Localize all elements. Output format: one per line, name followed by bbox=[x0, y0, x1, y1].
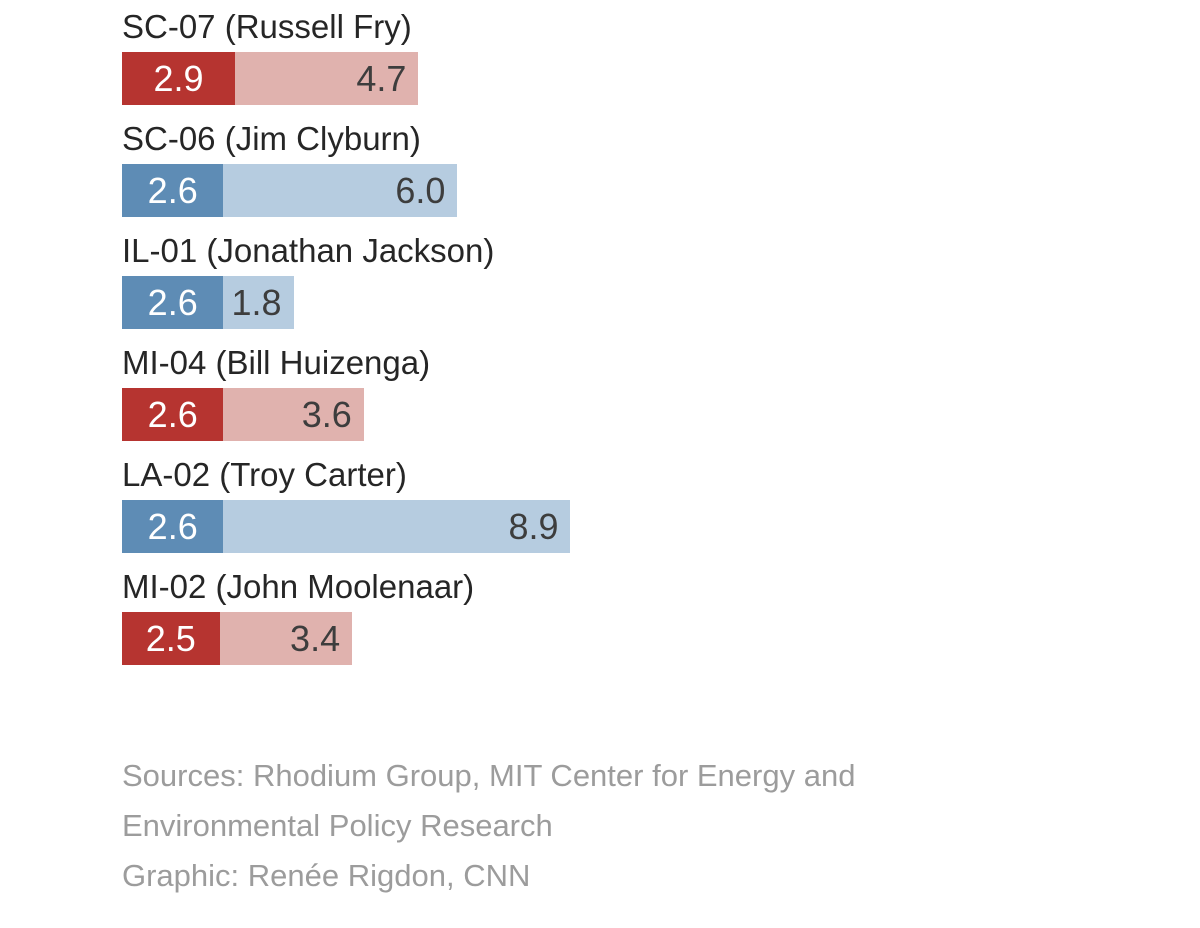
bar-segment-dark: 2.6 bbox=[122, 500, 224, 553]
bar-value-light: 3.6 bbox=[301, 393, 352, 435]
district-label: IL-01 (Jonathan Jackson) bbox=[122, 232, 495, 269]
bar-value-dark: 2.6 bbox=[147, 281, 198, 323]
chart-row: LA-02 (Troy Carter) 2.6 8.9 bbox=[122, 456, 855, 553]
bar-value-light: 3.4 bbox=[290, 617, 341, 659]
chart-rows: SC-07 (Russell Fry) 2.9 4.7 SC-06 (Jim Clyb… bbox=[122, 8, 855, 665]
chart-row: SC-07 (Russell Fry) 2.9 4.7 bbox=[122, 8, 855, 105]
stacked-bar: 2.6 3.6 bbox=[122, 388, 855, 441]
stacked-bar: 2.6 1.8 bbox=[122, 276, 855, 329]
bar-segment-dark: 2.6 bbox=[122, 276, 224, 329]
bar-value-dark: 2.5 bbox=[145, 617, 196, 659]
stacked-bar: 2.9 4.7 bbox=[122, 52, 855, 105]
chart-row: IL-01 (Jonathan Jackson) 2.6 1.8 bbox=[122, 232, 855, 329]
bar-segment-light: 3.4 bbox=[219, 612, 353, 665]
bar-value-dark: 2.6 bbox=[147, 169, 198, 211]
chart-row: SC-06 (Jim Clyburn) 2.6 6.0 bbox=[122, 120, 855, 217]
bar-segment-light: 4.7 bbox=[235, 52, 419, 105]
stacked-bar: 2.5 3.4 bbox=[122, 612, 855, 665]
district-label: MI-02 (John Moolenaar) bbox=[122, 568, 475, 605]
bar-segment-light: 8.9 bbox=[223, 500, 571, 553]
district-label: SC-06 (Jim Clyburn) bbox=[122, 120, 421, 157]
bar-segment-light: 1.8 bbox=[223, 276, 294, 329]
sources-line-2: Environmental Policy Research bbox=[122, 808, 553, 843]
district-label: SC-07 (Russell Fry) bbox=[122, 8, 412, 45]
bar-segment-light: 6.0 bbox=[223, 164, 458, 217]
bar-value-light: 1.8 bbox=[231, 281, 282, 323]
chart-row: MI-02 (John Moolenaar) 2.5 3.4 bbox=[122, 568, 855, 665]
bar-segment-dark: 2.6 bbox=[122, 164, 224, 217]
credit-text: Graphic: Renée Rigdon, CNN bbox=[122, 858, 531, 893]
stacked-bar: 2.6 8.9 bbox=[122, 500, 855, 553]
bar-value-light: 8.9 bbox=[508, 505, 559, 547]
chart-footer: Sources: Rhodium Group, MIT Center for E… bbox=[122, 751, 855, 901]
bar-value-dark: 2.6 bbox=[147, 505, 198, 547]
bar-segment-light: 3.6 bbox=[223, 388, 364, 441]
bar-value-light: 4.7 bbox=[356, 57, 407, 99]
district-bar-chart: SC-07 (Russell Fry) 2.9 4.7 SC-06 (Jim Clyb… bbox=[122, 8, 855, 901]
district-label: LA-02 (Troy Carter) bbox=[122, 456, 407, 493]
bar-value-dark: 2.6 bbox=[147, 393, 198, 435]
chart-row: MI-04 (Bill Huizenga) 2.6 3.6 bbox=[122, 344, 855, 441]
bar-value-light: 6.0 bbox=[395, 169, 446, 211]
bar-segment-dark: 2.9 bbox=[122, 52, 236, 105]
district-label: MI-04 (Bill Huizenga) bbox=[122, 344, 431, 381]
bar-segment-dark: 2.5 bbox=[122, 612, 220, 665]
sources-line-1: Sources: Rhodium Group, MIT Center for E… bbox=[122, 758, 856, 793]
bar-value-dark: 2.9 bbox=[153, 57, 204, 99]
stacked-bar: 2.6 6.0 bbox=[122, 164, 855, 217]
bar-segment-dark: 2.6 bbox=[122, 388, 224, 441]
